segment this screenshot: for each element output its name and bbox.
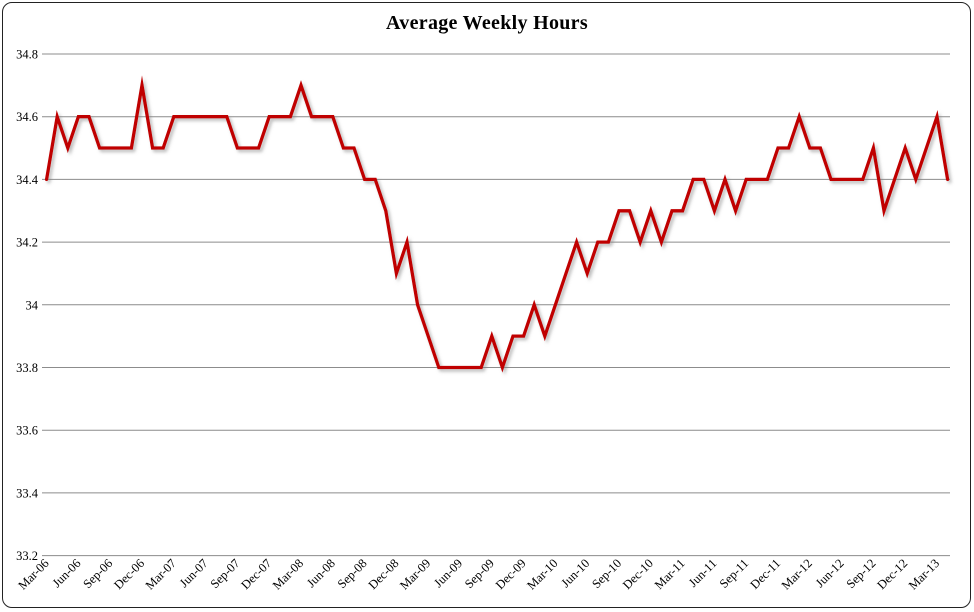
x-axis-tick-label: Sep-10 <box>589 556 624 591</box>
x-axis-tick-label: Dec-08 <box>366 556 402 592</box>
series-line-average-weekly-hours <box>44 75 950 373</box>
y-axis-tick-label: 34.2 <box>16 236 38 250</box>
x-axis-tick-label: Jun-11 <box>686 556 720 590</box>
x-axis-tick-label: Mar-08 <box>270 556 306 592</box>
y-axis-tick-label: 34.6 <box>16 110 38 124</box>
y-axis-tick-label: 33.6 <box>16 424 38 438</box>
x-axis-tick-label: Jun-08 <box>304 556 338 590</box>
y-axis-tick-label: 34.8 <box>16 48 38 62</box>
x-axis-tick-label: Jun-07 <box>177 556 211 590</box>
x-axis-tick-label: Sep-07 <box>208 556 243 591</box>
x-axis-labels-group: Mar-06Jun-06Sep-06Dec-06Mar-07Jun-07Sep-… <box>15 556 942 592</box>
y-axis-tick-label: 34.4 <box>16 173 39 187</box>
x-axis-tick-label: Mar-11 <box>652 556 688 592</box>
series-group <box>44 75 950 373</box>
y-axis-tick-label: 33.2 <box>16 549 38 563</box>
x-axis-tick-label: Sep-06 <box>80 556 115 591</box>
x-axis-tick-label: Dec-06 <box>111 556 147 592</box>
y-axis-tick-label: 33.4 <box>16 486 39 500</box>
x-axis-tick-label: Jun-06 <box>50 556 84 590</box>
x-axis-tick-label: Dec-12 <box>874 556 910 592</box>
x-axis-tick-label: Mar-09 <box>397 556 433 592</box>
x-axis-tick-label: Sep-08 <box>335 556 370 591</box>
x-axis-tick-label: Mar-12 <box>779 556 815 592</box>
x-axis-tick-label: Sep-12 <box>844 556 879 591</box>
x-axis-tick-label: Sep-09 <box>462 556 497 591</box>
x-axis-tick-label: Jun-09 <box>431 556 465 590</box>
x-axis-tick-label: Sep-11 <box>717 556 752 591</box>
chart-title: Average Weekly Hours <box>386 12 588 34</box>
x-axis-tick-label: Jun-10 <box>558 556 592 590</box>
x-axis-tick-label: Jun-12 <box>813 556 847 590</box>
x-axis-tick-label: Mar-13 <box>906 556 942 592</box>
x-axis-tick-label: Dec-09 <box>493 556 529 592</box>
x-axis-tick-label: Mar-07 <box>143 556 179 592</box>
y-axis-labels-group: 34.8 34.6 34.4 34.2 34 33.8 33.6 33.4 33.2 <box>16 48 39 564</box>
y-axis-tick-label: 34 <box>26 298 39 312</box>
y-axis-tick-label: 33.8 <box>16 361 38 375</box>
x-axis-tick-label: Dec-07 <box>238 556 274 592</box>
x-axis-tick-label: Dec-11 <box>748 556 784 592</box>
gridlines-group <box>42 53 950 557</box>
x-axis-tick-label: Mar-10 <box>524 556 560 592</box>
x-axis-tick-label: Dec-10 <box>620 556 656 592</box>
